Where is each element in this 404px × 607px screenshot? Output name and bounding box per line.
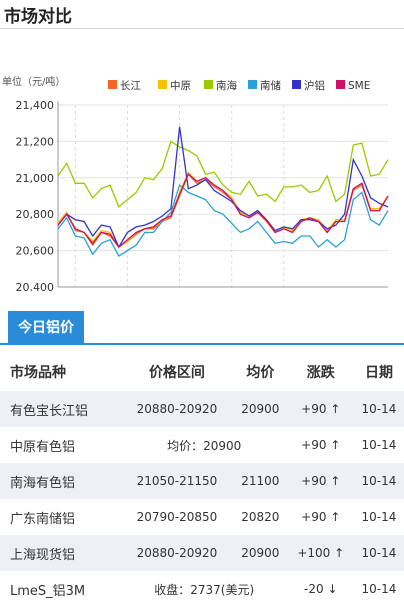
table-row: LmeS_铝3M 收盘：2737(美元) -20 ↓ 10-14 xyxy=(0,571,404,607)
legend-swatch xyxy=(108,80,117,89)
price-table-body: 有色宝长江铝 20880-20920 20900 +90 ↑ 10-14 中原有色铝 均价：… xyxy=(0,391,404,607)
legend-swatch xyxy=(292,80,301,89)
header-divider xyxy=(0,28,404,29)
legend-label: 中原 xyxy=(170,79,191,92)
price-date: 10-14 xyxy=(361,582,397,596)
price-change: +90 ↑ xyxy=(287,463,354,499)
market-name: 上海现货铝 xyxy=(0,535,121,571)
y-tick-label: 20,800 xyxy=(16,208,55,221)
legend-label: 南海 xyxy=(216,79,237,92)
avg-price: 20820 xyxy=(241,510,280,524)
col-header-change: 涨跌 xyxy=(306,365,335,381)
series-line-6 xyxy=(57,173,389,248)
legend-swatch xyxy=(336,80,345,89)
avg-price: 20900 xyxy=(233,535,288,571)
page-header: 市场对比 xyxy=(0,0,404,28)
section-header: 今日铝价 xyxy=(0,291,404,343)
avg-price: 21100 xyxy=(233,463,288,499)
legend-label: 长江 xyxy=(120,80,141,92)
table-row: 南海有色铝 21050-21150 21100 +90 ↑ 10-14 xyxy=(0,463,404,499)
legend-swatch xyxy=(204,80,213,89)
series-line-4 xyxy=(57,183,389,258)
price-range: 收盘：2737(美元) xyxy=(154,582,255,597)
legend-swatch xyxy=(158,80,167,89)
y-tick-label: 20,400 xyxy=(16,281,55,291)
price-date: 10-14 xyxy=(361,438,397,452)
price-date: 10-14 xyxy=(353,391,404,427)
y-tick-label: 20,600 xyxy=(16,245,55,258)
table-row: 有色宝长江铝 20880-20920 20900 +90 ↑ 10-14 xyxy=(0,391,404,427)
table-header-row: 市场品种 价格区间 均价 涨跌 日期 xyxy=(0,353,404,391)
table-row: 上海现货铝 20880-20920 20900 +100 ↑ 10-14 xyxy=(0,535,404,571)
price-change: +90 ↑ xyxy=(301,438,341,452)
price-range: 均价：20900 xyxy=(167,438,242,453)
price-date: 10-14 xyxy=(353,463,404,499)
col-header-avg: 均价 xyxy=(246,365,275,381)
y-tick-label: 21,400 xyxy=(16,99,55,112)
series-line-2 xyxy=(57,171,389,248)
section-title: 今日铝价 xyxy=(8,311,84,343)
market-name: LmeS_铝3M xyxy=(10,583,86,599)
price-change: +90 ↑ xyxy=(301,510,341,524)
price-range: 20880-20920 xyxy=(120,391,234,427)
price-change: +90 ↑ xyxy=(287,391,354,427)
legend-label: SME xyxy=(348,80,370,92)
col-header-market: 市场品种 xyxy=(10,365,66,381)
table-row: 广东南储铝 20790-20850 20820 +90 ↑ 10-14 xyxy=(0,499,404,535)
section-underline xyxy=(0,343,404,345)
market-comparison-chart: 单位（元/吨） 20,400 20,600 20,800 21,000 21,200 21,… xyxy=(0,29,404,291)
series-line-3 xyxy=(57,140,389,208)
y-axis-label: 单位（元/吨） xyxy=(2,75,65,88)
market-name: 南海有色铝 xyxy=(0,463,121,499)
price-change: -20 ↓ xyxy=(304,582,338,596)
y-tick-label: 21,000 xyxy=(16,172,55,185)
up-arrow-icon: ↑ xyxy=(330,510,341,524)
series-line-5 xyxy=(57,126,389,249)
market-name: 中原有色铝 xyxy=(10,439,76,455)
page-title: 市场对比 xyxy=(4,6,72,27)
market-name: 有色宝长江铝 xyxy=(0,391,121,427)
chart-svg: 单位（元/吨） 20,400 20,600 20,800 21,000 21,200 21,… xyxy=(2,75,389,291)
table-row: 中原有色铝 均价：20900 +90 ↑ 10-14 xyxy=(0,427,404,463)
col-header-range: 价格区间 xyxy=(148,365,205,381)
price-table: 市场品种 价格区间 均价 涨跌 日期 有色宝长江铝 20880-20920 2090… xyxy=(0,353,404,607)
col-header-date: 日期 xyxy=(364,365,393,381)
up-arrow-icon: ↑ xyxy=(334,546,345,560)
price-change: +100 ↑ xyxy=(287,535,354,571)
up-arrow-icon: ↑ xyxy=(330,402,341,416)
legend-swatch xyxy=(248,80,257,89)
market-name: 广东南储铝 xyxy=(10,511,76,527)
down-arrow-icon: ↓ xyxy=(327,582,338,596)
price-date: 10-14 xyxy=(353,535,404,571)
price-range: 20880-20920 xyxy=(120,535,234,571)
price-range: 21050-21150 xyxy=(120,463,234,499)
price-date: 10-14 xyxy=(361,510,397,524)
price-range: 20790-20850 xyxy=(136,510,218,524)
legend-label: 沪铝 xyxy=(304,79,325,92)
up-arrow-icon: ↑ xyxy=(330,438,341,452)
legend-label: 南储 xyxy=(260,79,281,92)
avg-price: 20900 xyxy=(233,391,288,427)
y-tick-label: 21,200 xyxy=(16,135,55,148)
up-arrow-icon: ↑ xyxy=(330,474,341,488)
